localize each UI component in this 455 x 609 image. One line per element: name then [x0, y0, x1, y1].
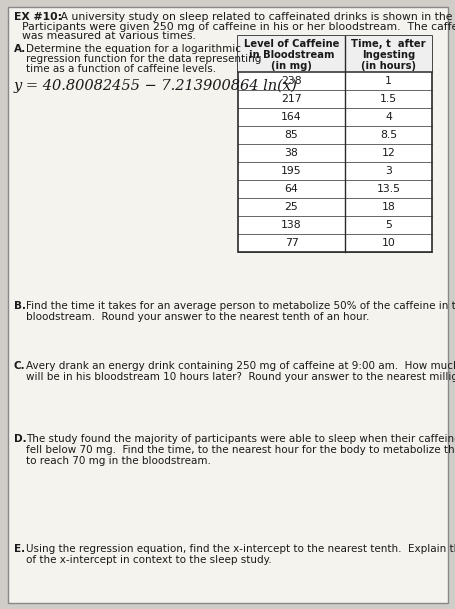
- Bar: [238, 36, 432, 72]
- Text: EX #10:: EX #10:: [14, 12, 62, 22]
- Text: bloodstream.  Round your answer to the nearest tenth of an hour.: bloodstream. Round your answer to the ne…: [26, 312, 369, 322]
- Text: 10: 10: [382, 238, 395, 248]
- Bar: [238, 36, 432, 252]
- Text: 85: 85: [285, 130, 298, 140]
- Text: A university study on sleep related to caffeinated drinks is shown in the table : A university study on sleep related to c…: [57, 12, 455, 22]
- Text: 13.5: 13.5: [376, 184, 400, 194]
- Text: 25: 25: [285, 202, 298, 212]
- Text: (in hours): (in hours): [361, 61, 416, 71]
- Text: 77: 77: [285, 238, 298, 248]
- Text: 5: 5: [385, 220, 392, 230]
- Text: 64: 64: [285, 184, 298, 194]
- Text: 12: 12: [382, 148, 395, 158]
- Text: 38: 38: [285, 148, 298, 158]
- Text: 138: 138: [281, 220, 302, 230]
- Text: 8.5: 8.5: [380, 130, 397, 140]
- Text: Avery drank an energy drink containing 250 mg of caffeine at 9:00 am.  How much : Avery drank an energy drink containing 2…: [26, 361, 455, 371]
- Text: Using the regression equation, find the x-intercept to the nearest tenth.  Expla: Using the regression equation, find the …: [26, 544, 455, 554]
- Text: Find the time it takes for an average person to metabolize 50% of the caffeine i: Find the time it takes for an average pe…: [26, 301, 455, 311]
- Text: 238: 238: [281, 76, 302, 86]
- Text: 4: 4: [385, 112, 392, 122]
- Text: fell below 70 mg.  Find the time, to the nearest hour for the body to metabolize: fell below 70 mg. Find the time, to the …: [26, 445, 455, 455]
- Text: in Bloodstream: in Bloodstream: [249, 50, 334, 60]
- Text: to reach 70 mg in the bloodstream.: to reach 70 mg in the bloodstream.: [26, 456, 211, 466]
- Text: The study found the majority of participants were able to sleep when their caffe: The study found the majority of particip…: [26, 434, 455, 444]
- Text: 195: 195: [281, 166, 302, 176]
- Text: 217: 217: [281, 94, 302, 104]
- Text: 3: 3: [385, 166, 392, 176]
- Text: (in mg): (in mg): [271, 61, 312, 71]
- Text: A.: A.: [14, 44, 26, 54]
- Text: Level of Caffeine: Level of Caffeine: [244, 39, 339, 49]
- Text: time as a function of caffeine levels.: time as a function of caffeine levels.: [26, 64, 216, 74]
- Text: 1.5: 1.5: [380, 94, 397, 104]
- Text: 1: 1: [385, 76, 392, 86]
- Text: B.: B.: [14, 301, 26, 311]
- Text: 164: 164: [281, 112, 302, 122]
- Text: Determine the equation for a logarithmic: Determine the equation for a logarithmic: [26, 44, 241, 54]
- Text: D.: D.: [14, 434, 27, 444]
- Text: 18: 18: [382, 202, 395, 212]
- Text: y = 40.80082455 − 7.213900864 ln(x): y = 40.80082455 − 7.213900864 ln(x): [14, 79, 298, 93]
- Text: Participants were given 250 mg of caffeine in his or her bloodstream.  The caffe: Participants were given 250 mg of caffei…: [22, 21, 455, 32]
- Text: will be in his bloodstream 10 hours later?  Round your answer to the nearest mil: will be in his bloodstream 10 hours late…: [26, 372, 455, 382]
- Text: E.: E.: [14, 544, 25, 554]
- Text: was measured at various times.: was measured at various times.: [22, 31, 196, 41]
- Text: Ingesting: Ingesting: [362, 50, 415, 60]
- Text: Time, t  after: Time, t after: [351, 39, 426, 49]
- Text: of the x-intercept in context to the sleep study.: of the x-intercept in context to the sle…: [26, 555, 272, 565]
- Text: regression function for the data representing: regression function for the data represe…: [26, 54, 261, 64]
- Text: C.: C.: [14, 361, 25, 371]
